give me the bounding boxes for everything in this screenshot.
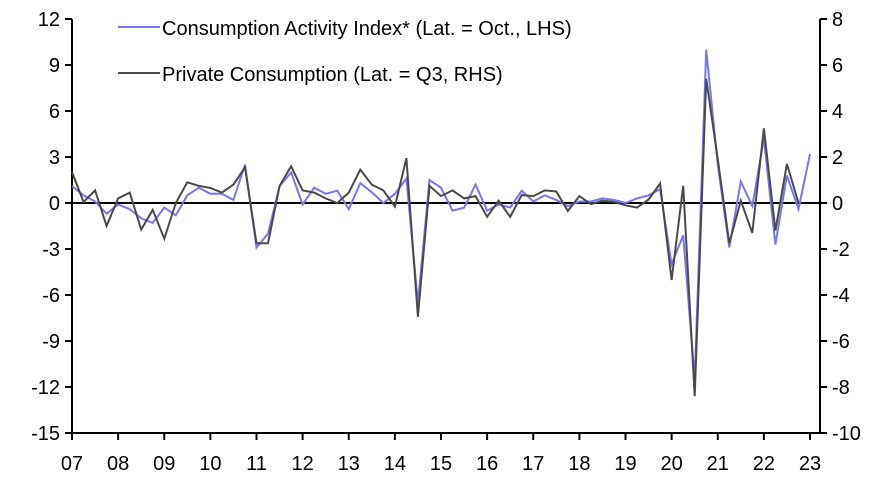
x-axis-tick-label: 09 [153, 453, 175, 475]
x-axis-tick-label: 12 [292, 453, 314, 475]
x-axis-tick-label: 23 [799, 453, 821, 475]
legend-label-private-consumption: Private Consumption (Lat. = Q3, RHS) [162, 64, 503, 86]
left-axis-tick-label: 0 [49, 193, 60, 215]
right-axis-tick-label: 2 [832, 147, 843, 169]
left-axis-tick-label: -6 [42, 285, 60, 307]
right-axis-tick-label: -10 [832, 423, 861, 445]
x-axis-tick-label: 18 [568, 453, 590, 475]
left-axis-tick-label: -12 [31, 377, 60, 399]
x-axis-tick-label: 14 [384, 453, 406, 475]
x-axis-tick-label: 10 [199, 453, 221, 475]
left-axis-tick-label: 6 [49, 101, 60, 123]
series-line-private-consumption [71, 78, 800, 397]
series-line-consumption-activity-index [71, 49, 811, 380]
right-axis-tick-label: 4 [832, 101, 843, 123]
right-axis-tick-label: -4 [832, 285, 850, 307]
right-axis-tick-label: 8 [832, 9, 843, 31]
legend: Consumption Activity Index* (Lat. = Oct.… [118, 18, 572, 86]
left-axis-tick-label: 12 [38, 9, 60, 31]
left-axis-tick-label: -9 [42, 331, 60, 353]
x-axis-tick-label: 22 [753, 453, 775, 475]
right-axis-tick-label: 0 [832, 193, 843, 215]
right-axis-tick-label: -6 [832, 331, 850, 353]
left-axis-tick-label: 3 [49, 147, 60, 169]
left-axis-tick-label: -3 [42, 239, 60, 261]
x-axis-tick-label: 07 [61, 453, 83, 475]
right-axis-tick-label: -2 [832, 239, 850, 261]
x-axis-tick-label: 16 [476, 453, 498, 475]
right-axis-tick-label: 6 [832, 55, 843, 77]
x-axis-tick-label: 21 [707, 453, 729, 475]
series-group [71, 49, 811, 397]
left-axis-tick-label: -15 [31, 423, 60, 445]
x-axis-tick-label: 08 [107, 453, 129, 475]
x-axis-tick-label: 15 [430, 453, 452, 475]
right-axis-tick-label: -8 [832, 377, 850, 399]
x-axis-tick-label: 17 [522, 453, 544, 475]
x-axis-tick-label: 13 [338, 453, 360, 475]
left-axis-tick-label: 9 [49, 55, 60, 77]
x-axis-tick-label: 20 [661, 453, 683, 475]
x-axis-tick-label: 11 [246, 453, 267, 475]
legend-label-consumption-activity-index: Consumption Activity Index* (Lat. = Oct.… [162, 18, 572, 40]
x-axis-tick-label: 19 [614, 453, 636, 475]
